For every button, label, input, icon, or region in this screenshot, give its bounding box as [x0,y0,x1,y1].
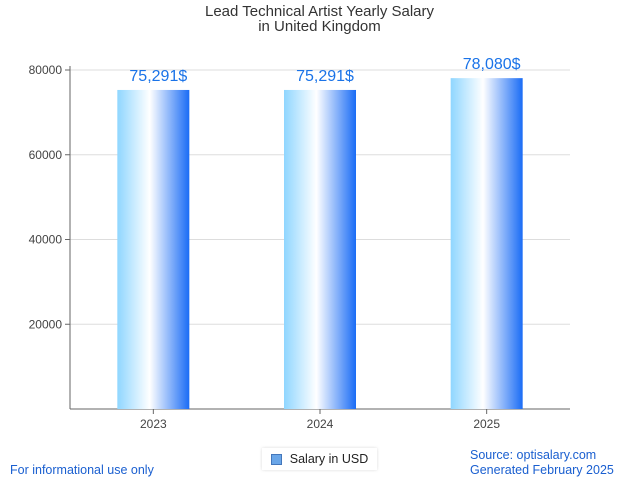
bar-2025 [450,78,523,410]
data-label-2023: 75,291$ [129,68,187,85]
data-label-2024: 75,291$ [296,68,354,85]
source-info: Source: optisalary.com Generated Februar… [470,448,614,478]
labels: 20000 40000 60000 80000 2023 75,291$ 2024 75,29… [29,56,521,431]
disclaimer-text: For informational use only [10,463,154,477]
bar-2024 [284,89,356,410]
legend-label: Salary in USD [289,452,369,466]
y-tick-label: 80000 [29,63,63,77]
chart-title-line2: in United Kingdom [258,18,381,35]
salary-bar-chart: 20000 40000 60000 80000 2023 75,291$ 2024 75,29… [29,56,570,431]
data-label-2025: 78,080$ [463,56,521,73]
chart-title-line1: Lead Technical Artist Yearly Salary [204,3,435,20]
y-tick-label: 60000 [29,148,63,162]
y-tick-label: 20000 [29,317,63,331]
y-tick-label: 40000 [29,233,63,247]
source-text: Source: optisalary.com [470,448,597,462]
legend: Salary in USD [262,448,377,470]
generated-text: Generated February 2025 [470,463,614,477]
bar-2023 [117,89,190,410]
bars [117,78,523,410]
x-tick-label: 2024 [307,417,334,431]
x-tick-label: 2023 [140,417,167,431]
chart-title: Lead Technical Artist Yearly Salary in U… [0,4,639,34]
legend-swatch [270,453,282,465]
x-tick-label: 2025 [473,417,500,431]
